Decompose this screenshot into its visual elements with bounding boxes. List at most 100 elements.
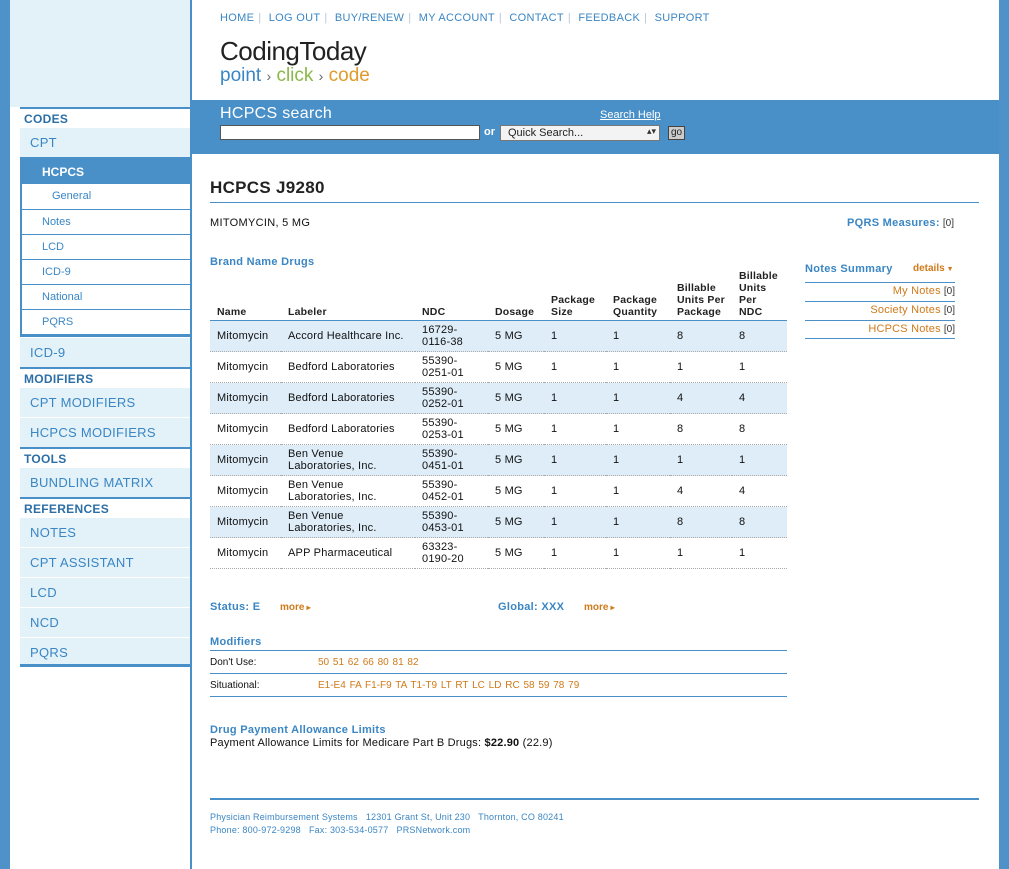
global-more-link[interactable]: more ▸ (584, 602, 615, 613)
notes-link[interactable]: HCPCS Notes (868, 323, 941, 335)
sidebar-item-ncd[interactable]: NCD (20, 607, 190, 637)
nav-support-link[interactable]: SUPPORT (654, 12, 710, 24)
table-cell: 1 (606, 413, 670, 445)
quick-search-select[interactable]: Quick Search... ▴▾ (500, 125, 660, 141)
modifiers-label: Don't Use: (210, 650, 318, 674)
go-button[interactable]: go (668, 126, 685, 140)
sidebar-item-cpt-assistant[interactable]: CPT ASSISTANT (20, 547, 190, 577)
logo-tagline: point › click › code (220, 65, 370, 87)
table-cell: 1 (606, 475, 670, 507)
notes-row-hcpcs-notes[interactable]: HCPCS Notes [0] (805, 320, 955, 339)
sidebar-subitem-general[interactable]: General (22, 184, 190, 209)
nav-separator: | (258, 12, 262, 24)
pqrs-measures[interactable]: PQRS Measures: [0] (847, 217, 954, 229)
notes-summary-heading: Notes Summary (805, 263, 893, 275)
table-cell: 1 (732, 444, 787, 476)
table-cell: 1 (544, 413, 606, 445)
notes-link[interactable]: Society Notes (870, 304, 941, 316)
table-cell: Mitomycin (210, 506, 281, 538)
table-cell: 55390-0253-01 (415, 413, 488, 445)
search-input[interactable] (220, 125, 480, 140)
notes-count: [0] (943, 286, 955, 297)
table-cell: 55390-0452-01 (415, 475, 488, 507)
sidebar-item-pqrs[interactable]: PQRS (20, 637, 190, 667)
logo-wordmark: CodingToday (220, 36, 367, 66)
pqrs-measures-label[interactable]: PQRS Measures: (846, 217, 940, 229)
sidebar-item-hcpcs[interactable]: HCPCS (22, 157, 190, 184)
modifiers-codes[interactable]: 50 51 62 66 80 81 82 (318, 650, 787, 674)
sidebar-subitem-icd9[interactable]: ICD-9 (22, 259, 190, 284)
sidebar-item-cpt[interactable]: CPT (20, 127, 190, 157)
table-cell: 5 MG (488, 537, 544, 569)
notes-summary-list: My Notes [0] Society Notes [0] HCPCS Not… (805, 282, 955, 339)
sidebar-heading-references: REFERENCES (20, 497, 190, 517)
nav-logout-link[interactable]: LOG OUT (268, 12, 321, 24)
title-divider (210, 202, 979, 203)
brand-drugs-heading: Brand Name Drugs (210, 256, 315, 268)
dpal-text: Payment Allowance Limits for Medicare Pa… (210, 737, 553, 749)
sidebar-subitem-pqrs[interactable]: PQRS (22, 309, 190, 334)
table-cell: 5 MG (488, 475, 544, 507)
right-frame-border (999, 0, 1009, 869)
nav-feedback-link[interactable]: FEEDBACK (578, 12, 641, 24)
modifiers-codes[interactable]: E1-E4 FA F1-F9 TA T1-T9 LT RT LC LD RC 5… (318, 673, 787, 697)
table-cell: Mitomycin (210, 351, 281, 383)
sidebar-subitem-national[interactable]: National (22, 284, 190, 309)
page-title: HCPCS J9280 (210, 178, 325, 197)
column-header: Name (210, 270, 281, 321)
table-cell: 4 (670, 382, 732, 414)
table-cell: 5 MG (488, 382, 544, 414)
table-cell: Ben Venue Laboratories, Inc. (281, 506, 415, 538)
modifiers-label: Situational: (210, 673, 318, 697)
sidebar-item-notes[interactable]: NOTES (20, 517, 190, 547)
table-row: Mitomycin Ben Venue Laboratories, Inc. 553… (210, 475, 787, 507)
site-logo[interactable]: CodingToday point › click › code (220, 36, 370, 87)
nav-separator: | (567, 12, 572, 24)
status-more-link[interactable]: more ▸ (280, 602, 311, 613)
sidebar-item-bundling-matrix[interactable]: BUNDLING MATRIX (20, 467, 190, 497)
sidebar-item-cpt-modifiers[interactable]: CPT MODIFIERS (20, 387, 190, 417)
column-header: Billable Units Per Package (670, 270, 732, 321)
sidebar-item-hcpcs-modifiers[interactable]: HCPCS MODIFIERS (20, 417, 190, 447)
search-help-link[interactable]: Search Help (600, 109, 661, 121)
table-row: Mitomycin Bedford Laboratories 55390-0253-… (210, 413, 787, 445)
column-header: Labeler (281, 270, 415, 321)
table-cell: 4 (732, 475, 787, 507)
table-cell: Bedford Laboratories (281, 413, 415, 445)
table-cell: 1 (544, 382, 606, 414)
footer: Physician Reimbursement Systems 12301 Gr… (210, 811, 564, 837)
nav-buy-renew-link[interactable]: BUY/RENEW (334, 12, 405, 24)
sidebar-subitem-lcd[interactable]: LCD (22, 234, 190, 259)
footer-address: Physician Reimbursement Systems 12301 Gr… (210, 812, 564, 822)
sidebar-item-lcd[interactable]: LCD (20, 577, 190, 607)
column-header: Package Size (544, 270, 606, 321)
dpal-raw-amount: (22.9) (522, 737, 553, 749)
table-cell: Mitomycin (210, 413, 281, 445)
left-frame-border (0, 0, 10, 869)
nav-my-account-link[interactable]: MY ACCOUNT (418, 12, 495, 24)
sidebar-subitem-notes[interactable]: Notes (22, 209, 190, 234)
table-cell: 55390-0451-01 (415, 444, 488, 476)
dpal-description: Payment Allowance Limits for Medicare Pa… (210, 737, 482, 749)
modifiers-row-situational: Situational: E1-E4 FA F1-F9 TA T1-T9 LT … (210, 673, 787, 697)
sidebar-bottom-rule (20, 664, 190, 667)
table-row: Mitomycin Accord Healthcare Inc. 16729-011… (210, 320, 787, 352)
table-row: Mitomycin Bedford Laboratories 55390-0251-… (210, 351, 787, 383)
sidebar-item-icd9[interactable]: ICD-9 (20, 337, 190, 367)
notes-row-society-notes[interactable]: Society Notes [0] (805, 301, 955, 320)
table-cell: 1 (544, 506, 606, 538)
notes-count: [0] (943, 305, 955, 316)
nav-contact-link[interactable]: CONTACT (509, 12, 564, 24)
nav-home-link[interactable]: HOME (220, 12, 255, 24)
notes-row-my-notes[interactable]: My Notes [0] (805, 282, 955, 301)
table-cell: 55390-0453-01 (415, 506, 488, 538)
nav-separator: | (408, 12, 412, 24)
notes-details-link[interactable]: details ▼ (913, 263, 954, 274)
table-header-row: Name Labeler NDC Dosage Package Size Pac… (210, 270, 787, 321)
column-header: Billable Units Per NDC (732, 270, 787, 321)
column-header: Dosage (488, 270, 544, 321)
notes-link[interactable]: My Notes (892, 285, 941, 297)
table-cell: 1 (544, 320, 606, 352)
column-header: Package Quantity (606, 270, 670, 321)
sidebar-nav: CODES CPT HCPCS General Notes LCD ICD-9 … (20, 107, 190, 667)
